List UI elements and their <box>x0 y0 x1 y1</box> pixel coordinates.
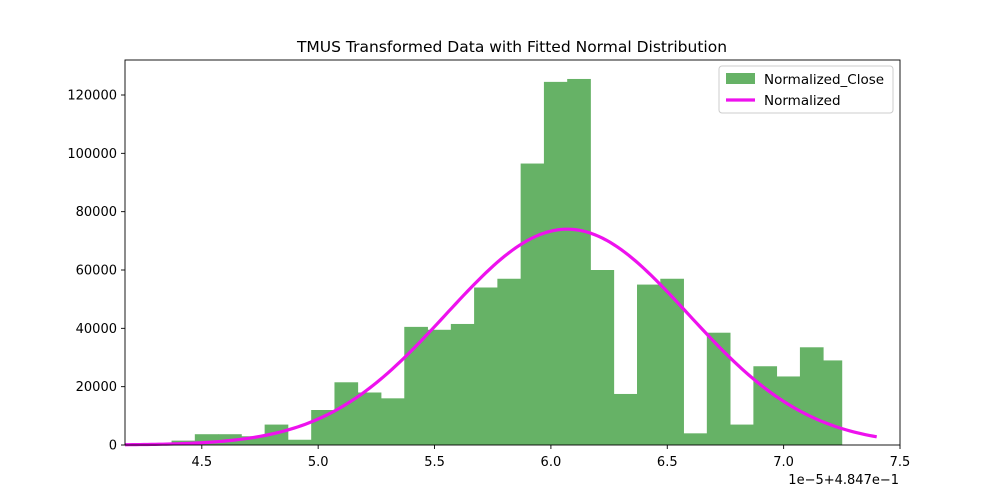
histogram-bar <box>264 424 289 445</box>
chart-title: TMUS Transformed Data with Fitted Normal… <box>296 38 727 56</box>
y-axis: 0 20000 40000 60000 80000 100000 120000 <box>67 89 125 454</box>
x-tick-label: 6.5 <box>657 455 678 470</box>
histogram-bar <box>381 398 405 445</box>
histogram-bar <box>287 439 312 445</box>
histogram-bar <box>660 278 684 445</box>
histogram-bar <box>637 284 661 445</box>
histogram-bar <box>799 347 824 445</box>
y-tick-label: 20000 <box>76 380 117 395</box>
y-tick-label: 100000 <box>67 147 117 162</box>
histogram-bar <box>450 323 475 445</box>
x-tick-label: 5.5 <box>424 455 445 470</box>
histogram-bar <box>194 434 219 445</box>
histogram-bar <box>683 433 708 445</box>
histogram-bar <box>730 424 754 445</box>
histogram-bar <box>706 332 731 445</box>
histogram-bar <box>590 270 615 445</box>
plot-frame <box>124 59 901 446</box>
histogram-bar <box>520 163 545 446</box>
histogram-bar <box>357 392 382 445</box>
y-tick-label: 60000 <box>76 264 117 279</box>
x-axis: 4.5 5.0 5.5 6.0 6.5 7.0 7.5 <box>191 445 910 470</box>
y-tick-label: 120000 <box>67 89 117 104</box>
x-tick-label: 5.0 <box>308 455 329 470</box>
legend: Normalized_Close Normalized <box>718 65 894 114</box>
y-tick-label: 0 <box>109 439 117 454</box>
histogram-bar <box>567 78 591 446</box>
x-tick-label: 4.5 <box>191 455 212 470</box>
y-tick-label: 40000 <box>76 322 117 337</box>
x-offset-label: 1e−5+4.847e−1 <box>788 473 899 488</box>
normal-curve-line <box>124 227 878 447</box>
histogram-bar <box>474 287 498 445</box>
y-tick-label: 80000 <box>76 205 117 220</box>
histogram-bar <box>753 366 778 445</box>
histogram-bar <box>427 329 452 445</box>
histogram-bar <box>613 393 638 445</box>
histogram-bar <box>334 382 359 445</box>
x-tick-label: 7.5 <box>890 455 911 470</box>
histogram-bar <box>497 278 522 445</box>
histogram-bar <box>543 81 568 446</box>
histogram-bar <box>241 436 266 445</box>
histogram-bar <box>404 326 428 446</box>
legend-label-normalized: Normalized <box>764 93 841 109</box>
histogram-bar <box>776 376 801 445</box>
histogram-bar <box>823 360 843 445</box>
x-tick-label: 7.0 <box>773 455 794 470</box>
legend-label-normalized-close: Normalized_Close <box>764 72 884 88</box>
x-tick-label: 6.0 <box>541 455 562 470</box>
legend-box <box>718 65 894 114</box>
histogram-bars <box>171 78 843 446</box>
legend-swatch-normalized-close <box>726 73 755 84</box>
